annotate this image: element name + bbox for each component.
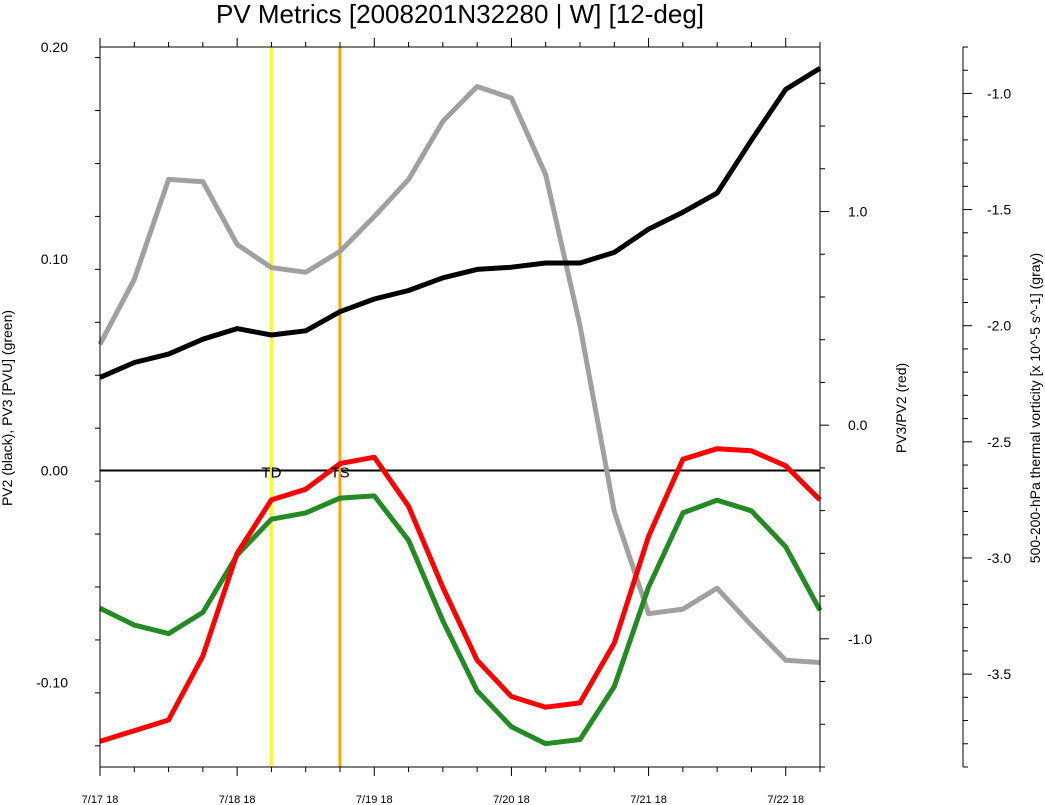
left-tick-label: 0.20 xyxy=(41,39,68,55)
right-tick-label: 1.0 xyxy=(848,204,868,220)
right-tick-label: -1.0 xyxy=(848,631,872,647)
left-tick-label: 0.00 xyxy=(41,463,68,479)
far-right-tick-label: -3.0 xyxy=(987,550,1011,566)
series-layer: TD TS xyxy=(97,47,823,767)
far-right-tick-label: -1.5 xyxy=(987,202,1011,218)
x-tick-label: 7/18 18 xyxy=(219,794,256,805)
left-axis-title: PV2 (black), PV3 [PVU] (green) xyxy=(0,310,15,506)
series-line-1 xyxy=(98,493,823,747)
series-line-2 xyxy=(99,446,822,744)
vline-label-ts: TS xyxy=(330,465,349,482)
left-tick-label: 0.10 xyxy=(41,251,68,267)
x-tick-label: 7/17 18 xyxy=(82,794,119,805)
right-axis-title: PV3/PV2 (red) xyxy=(893,363,909,453)
series-line-0 xyxy=(99,66,822,380)
right-tick-label: 0.0 xyxy=(848,417,868,433)
x-tick-label: 7/22 18 xyxy=(767,794,804,805)
far-right-tick-label: -3.5 xyxy=(987,666,1011,682)
x-tick-label: 7/19 18 xyxy=(356,794,393,805)
chart-title: PV Metrics [2008201N32280 | W] [12-deg] xyxy=(216,0,704,29)
plot-frame xyxy=(99,46,821,768)
far-right-axis-title: 500-200-hPa thermal vorticity [x 10^-5 s… xyxy=(1027,253,1043,563)
plot-border xyxy=(99,46,821,768)
x-tick-label: 7/21 18 xyxy=(630,794,667,805)
x-tick-label: 7/20 18 xyxy=(493,794,530,805)
far-right-tick-label: -2.5 xyxy=(987,434,1011,450)
series-line-3 xyxy=(97,84,821,665)
vline-label-td: TD xyxy=(261,465,281,482)
far-right-tick-label: -1.0 xyxy=(987,85,1011,101)
left-tick-label: -0.10 xyxy=(36,674,68,690)
axes-layer: 7/17 18 7/18 18 7/19 18 7/20 18 7/21 18 7/22 … xyxy=(36,38,1011,805)
far-right-tick-label: -2.0 xyxy=(987,318,1011,334)
